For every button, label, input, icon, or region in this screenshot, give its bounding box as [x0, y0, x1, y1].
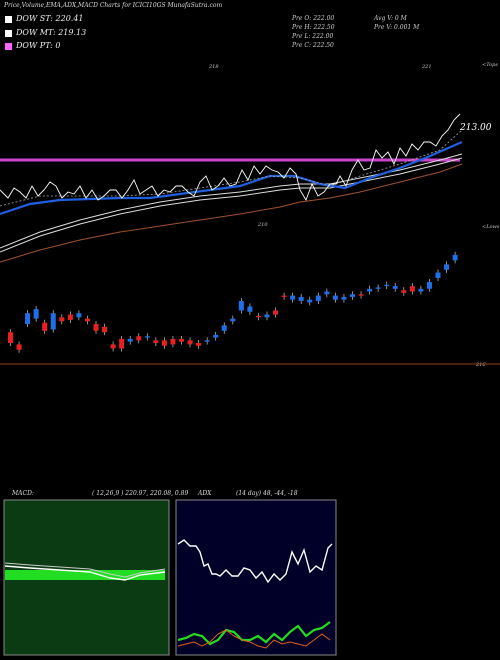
candle	[170, 338, 176, 345]
candle	[196, 343, 202, 346]
candle	[67, 314, 73, 320]
candle	[350, 294, 355, 297]
last-price-label: 213.00	[460, 123, 492, 133]
candle	[435, 272, 441, 278]
legend-label-mt: DOW MT: 219.13	[16, 28, 87, 37]
candle	[93, 324, 99, 331]
ohlc-low: Pre L: 222.00	[292, 33, 334, 40]
price-label-216: 216	[476, 362, 486, 368]
candle	[281, 295, 287, 297]
ohlc-open: Pre O: 222.00	[292, 15, 335, 22]
candle	[161, 340, 167, 346]
macd-line	[4, 565, 166, 581]
candle	[367, 288, 373, 292]
avg-volume: Avg V: 0 M	[374, 15, 407, 22]
ema-slow-line	[0, 157, 463, 253]
adx-title: ADX	[198, 490, 212, 497]
candle	[444, 264, 450, 270]
ohlc-close: Pre C: 222.50	[292, 42, 334, 49]
adx-plus-line	[177, 621, 331, 646]
macd-histogram	[5, 570, 165, 580]
candle	[324, 291, 330, 295]
price-line	[0, 113, 461, 202]
candles	[8, 251, 458, 353]
ema-st-dashed	[0, 129, 463, 207]
candle	[392, 286, 398, 289]
price-label-221: 221	[422, 64, 432, 70]
macd-title: MACD:	[12, 490, 34, 497]
candle	[358, 294, 364, 296]
candle	[409, 286, 415, 292]
macd-params: ( 12,26,9 ) 220.97, 220.08, 0.89	[92, 490, 189, 497]
candle	[110, 344, 116, 349]
chart-header: Price,Volume,EMA,ADX,MACD Charts for ICI…	[4, 2, 223, 9]
candle	[127, 338, 133, 342]
prev-volume: Pre V: 0.001 M	[374, 24, 420, 31]
price-label-218: 218	[209, 64, 219, 70]
legend-label-st: DOW ST: 220.41	[16, 14, 84, 23]
candle	[42, 322, 48, 331]
candle	[426, 282, 432, 289]
macd-signal-line	[4, 562, 166, 578]
candle	[401, 290, 407, 293]
candle	[384, 284, 390, 287]
macd-hist-bars	[5, 570, 165, 580]
legend-swatch-pt	[5, 43, 12, 50]
candle	[50, 313, 56, 330]
candle	[230, 318, 236, 322]
candle	[8, 332, 13, 344]
candle	[33, 309, 39, 319]
legend-swatch-st	[5, 16, 12, 23]
candle	[102, 326, 108, 333]
candle	[307, 299, 313, 303]
adx-params: (14 day) 48, -44, -18	[236, 490, 298, 497]
candle	[119, 338, 125, 349]
adx-line	[177, 539, 333, 584]
candle	[273, 310, 279, 315]
candle	[84, 318, 90, 322]
adx-minus-line	[177, 629, 331, 649]
candle	[221, 325, 227, 331]
ema-fast-line	[0, 140, 463, 216]
candle	[187, 340, 193, 345]
candle	[375, 287, 381, 289]
candle	[238, 301, 244, 311]
ohlc-high: Pre H: 222.50	[292, 24, 335, 31]
candle	[452, 254, 458, 261]
candle	[264, 314, 270, 318]
candle	[332, 295, 338, 300]
ema-long-line	[0, 163, 463, 263]
candle	[418, 288, 424, 292]
legend-swatch-mt	[5, 30, 12, 37]
candle	[213, 334, 219, 338]
ema-lines	[0, 113, 463, 263]
candle	[179, 338, 184, 342]
candle	[255, 315, 261, 318]
candle	[153, 340, 159, 344]
price-label-210: 210	[258, 222, 268, 228]
candle	[315, 295, 321, 301]
candle	[144, 336, 150, 338]
candle	[204, 340, 210, 342]
lows-label: <Lows	[482, 224, 500, 230]
tops-label: <Tops	[482, 62, 498, 68]
candle	[76, 313, 82, 318]
candle	[25, 313, 31, 325]
candle	[341, 296, 347, 300]
candle	[247, 306, 253, 312]
legend-label-pt: DOW PT: 0	[16, 41, 61, 50]
candle	[136, 336, 142, 341]
candle	[290, 295, 296, 300]
candle	[59, 317, 65, 322]
candle	[16, 344, 22, 350]
candle	[298, 296, 304, 301]
